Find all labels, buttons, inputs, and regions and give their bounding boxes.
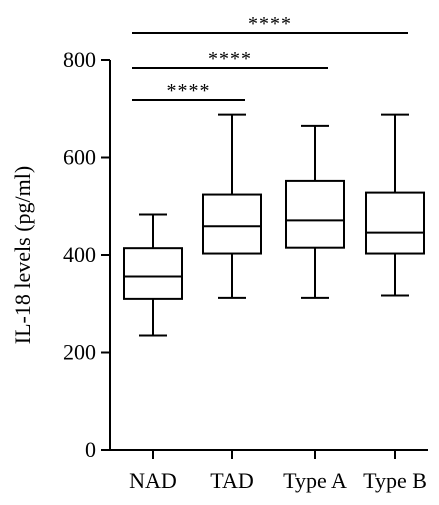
box-tad bbox=[202, 113, 262, 299]
iqr-box bbox=[123, 247, 183, 300]
box-type-b bbox=[365, 113, 425, 297]
significance-label: **** bbox=[208, 48, 252, 70]
box-nad bbox=[123, 213, 183, 337]
y-axis-label: IL-18 levels (pg/ml) bbox=[10, 166, 35, 344]
y-tick-label: 800 bbox=[63, 47, 96, 72]
iqr-box bbox=[365, 191, 425, 255]
y-tick-label: 200 bbox=[63, 340, 96, 365]
y-tick-label: 0 bbox=[85, 437, 96, 462]
x-tick-label: NAD bbox=[129, 468, 177, 493]
x-tick-label: TAD bbox=[210, 468, 253, 493]
significance-label: **** bbox=[167, 80, 211, 102]
box-type-a bbox=[285, 124, 345, 299]
x-tick-label: Type B bbox=[363, 468, 427, 493]
iqr-box bbox=[285, 179, 345, 249]
x-tick-label: Type A bbox=[283, 468, 347, 493]
iqr-box bbox=[202, 193, 262, 255]
y-tick-label: 600 bbox=[63, 145, 96, 170]
axes: 0 200 400 600 800 NAD TAD Type A Type B bbox=[63, 47, 428, 493]
significance-brackets: **** **** **** bbox=[132, 13, 408, 102]
boxes bbox=[123, 113, 425, 337]
y-tick-label: 400 bbox=[63, 242, 96, 267]
significance-label: **** bbox=[248, 13, 292, 35]
